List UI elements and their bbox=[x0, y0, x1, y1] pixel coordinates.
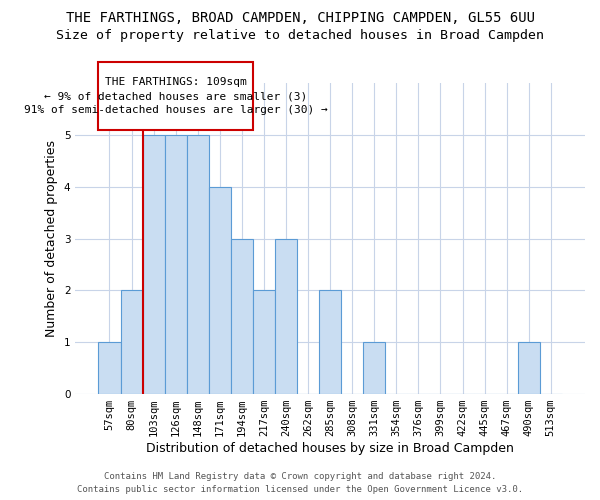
Bar bbox=[187, 135, 209, 394]
Text: Size of property relative to detached houses in Broad Campden: Size of property relative to detached ho… bbox=[56, 29, 544, 42]
Bar bbox=[121, 290, 143, 394]
Bar bbox=[143, 135, 164, 394]
Bar bbox=[363, 342, 385, 394]
Bar bbox=[209, 187, 231, 394]
Bar bbox=[275, 238, 297, 394]
X-axis label: Distribution of detached houses by size in Broad Campden: Distribution of detached houses by size … bbox=[146, 442, 514, 455]
Text: THE FARTHINGS: 109sqm
← 9% of detached houses are smaller (3)
91% of semi-detach: THE FARTHINGS: 109sqm ← 9% of detached h… bbox=[24, 77, 328, 115]
Bar bbox=[98, 62, 253, 130]
Bar bbox=[231, 238, 253, 394]
Bar bbox=[319, 290, 341, 394]
Bar bbox=[164, 135, 187, 394]
Bar bbox=[253, 290, 275, 394]
Y-axis label: Number of detached properties: Number of detached properties bbox=[45, 140, 58, 337]
Bar bbox=[518, 342, 540, 394]
Bar bbox=[98, 342, 121, 394]
Text: Contains HM Land Registry data © Crown copyright and database right 2024.
Contai: Contains HM Land Registry data © Crown c… bbox=[77, 472, 523, 494]
Text: THE FARTHINGS, BROAD CAMPDEN, CHIPPING CAMPDEN, GL55 6UU: THE FARTHINGS, BROAD CAMPDEN, CHIPPING C… bbox=[65, 11, 535, 25]
